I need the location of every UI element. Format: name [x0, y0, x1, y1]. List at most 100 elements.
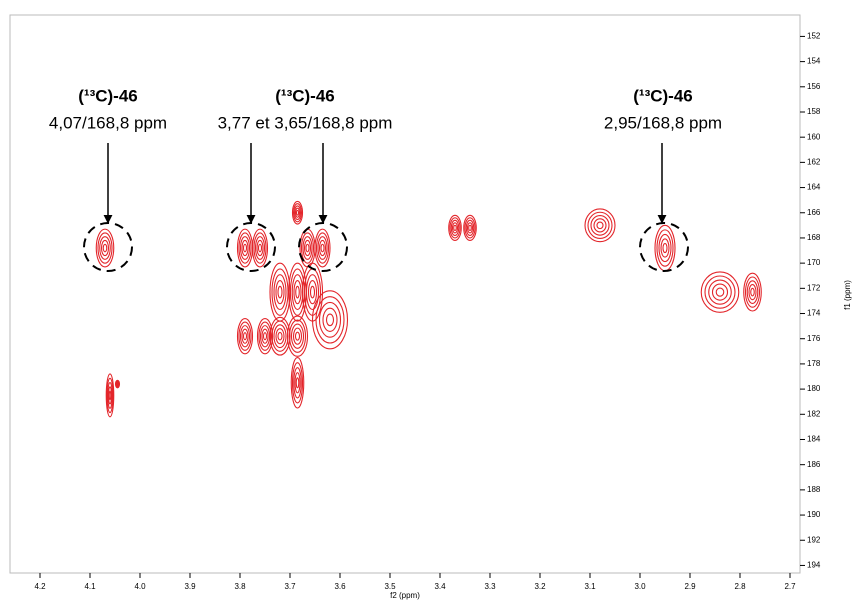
peak-contour-inner	[465, 219, 475, 236]
y-tick-label: 160	[807, 132, 821, 141]
peak-contour	[448, 214, 462, 242]
x-tick-label: 3.0	[634, 582, 646, 591]
peak-contour-inner	[320, 243, 325, 253]
y-tick-label: 168	[807, 233, 821, 242]
peak-contour-inner	[468, 224, 472, 231]
y-tick-label: 184	[807, 435, 821, 444]
x-tick-label: 2.9	[684, 582, 696, 591]
y-tick-label: 152	[807, 32, 821, 41]
peak-contour-inner	[295, 209, 300, 216]
peak-contour-inner	[294, 331, 301, 341]
peak-contour-inner	[102, 243, 108, 253]
peak-contour-inner	[318, 239, 327, 257]
y-tick-label: 172	[807, 283, 821, 292]
peak-contour-inner	[238, 232, 252, 264]
x-tick-label: 3.8	[234, 582, 246, 591]
annotation-label: (¹³C)-46	[78, 86, 138, 105]
peak-contour-inner	[261, 328, 269, 344]
annotation-circle	[83, 222, 133, 272]
peak-contour-inner	[275, 279, 285, 305]
peak-contour-inner	[241, 328, 249, 344]
peak-contour-inner	[257, 243, 263, 253]
peak-contour-inner	[322, 307, 338, 332]
peak-contour-inner	[305, 274, 320, 311]
peak-contour-inner	[317, 236, 328, 260]
y-tick-label: 190	[807, 510, 821, 519]
peak-contour-inner	[293, 279, 302, 305]
peak-contour-inner	[656, 229, 674, 267]
x-tick-label: 2.7	[784, 582, 796, 591]
peak-contour-inner	[293, 367, 302, 399]
peak-contour-inner	[97, 232, 113, 264]
peak-contour	[290, 357, 305, 409]
x-tick-label: 4.1	[84, 582, 96, 591]
peak-contour-inner	[464, 217, 476, 239]
peak-contour-inner	[290, 323, 305, 349]
y-tick-label: 166	[807, 208, 821, 217]
y-tick-label: 182	[807, 409, 821, 418]
x-tick-label: 2.8	[734, 582, 746, 591]
peak-contour-inner	[239, 236, 251, 260]
peak-contour-inner	[292, 327, 303, 345]
peak-contour-inner	[300, 232, 315, 264]
plot-frame	[9, 14, 801, 574]
peak-contour-inner	[305, 243, 310, 253]
x-tick-label: 3.9	[184, 582, 196, 591]
peak-contour-inner	[466, 222, 474, 234]
peak-contour-inner	[303, 239, 312, 257]
peak-contour-inner	[277, 331, 283, 341]
peak-contour	[700, 271, 740, 313]
x-tick-label: 3.6	[334, 582, 346, 591]
peak-contour-inner	[107, 381, 113, 409]
peak-contour-inner	[750, 287, 755, 297]
x-tick-label: 3.1	[584, 582, 596, 591]
y-tick-label: 180	[807, 384, 821, 393]
peak-contour-inner	[658, 233, 672, 263]
x-tick-label: 4.2	[34, 582, 46, 591]
annotation-circle	[298, 222, 348, 272]
x-axis-label: f2 (ppm)	[390, 591, 420, 600]
y-tick-label: 188	[807, 485, 821, 494]
peak-contour-inner	[715, 287, 725, 297]
peak-contour	[269, 262, 291, 322]
peak-contour-inner	[277, 285, 283, 299]
peak-contour	[291, 200, 304, 225]
peak-contour	[269, 316, 291, 356]
peak-contour	[584, 208, 616, 243]
peak-contour-inner	[239, 325, 251, 348]
peak-contour-inner	[116, 382, 119, 386]
y-tick-label: 176	[807, 334, 821, 343]
y-tick-label: 162	[807, 157, 821, 166]
peak-contour-inner	[273, 274, 287, 311]
y-tick-label: 186	[807, 460, 821, 469]
peak-contour	[299, 228, 316, 268]
peak-contour-inner	[294, 207, 301, 218]
peak-contour-inner	[660, 238, 670, 258]
y-tick-label: 194	[807, 561, 821, 570]
peak-contour-inner	[271, 268, 289, 316]
peak-contour	[743, 272, 762, 312]
peak-contour-inner	[450, 219, 460, 236]
y-tick-label: 192	[807, 535, 821, 544]
y-tick-label: 164	[807, 183, 821, 192]
peak-contour-inner	[711, 283, 729, 301]
peak-contour	[311, 290, 349, 350]
annotation-text: 3,77 et 3,65/168,8 ppm	[218, 113, 393, 132]
peak-contour-inner	[106, 377, 114, 414]
peak-contour	[314, 228, 331, 268]
peak-contour	[236, 318, 254, 355]
y-tick-label: 174	[807, 309, 821, 318]
peak-contour	[463, 214, 477, 242]
peak-contour-inner	[593, 218, 607, 233]
peak-contour-inner	[309, 285, 316, 299]
peak-contour-inner	[295, 285, 300, 299]
x-tick-label: 3.7	[284, 582, 296, 591]
peak-contour-inner	[451, 222, 459, 234]
peak-contour-inner	[275, 328, 285, 345]
annotation-text: 4,07/168,8 ppm	[49, 113, 167, 132]
peak-contour-inner	[262, 332, 268, 341]
annotation-text: 2,95/168,8 ppm	[604, 113, 722, 132]
peak-contour-inner	[746, 280, 759, 304]
y-tick-label: 170	[807, 258, 821, 267]
